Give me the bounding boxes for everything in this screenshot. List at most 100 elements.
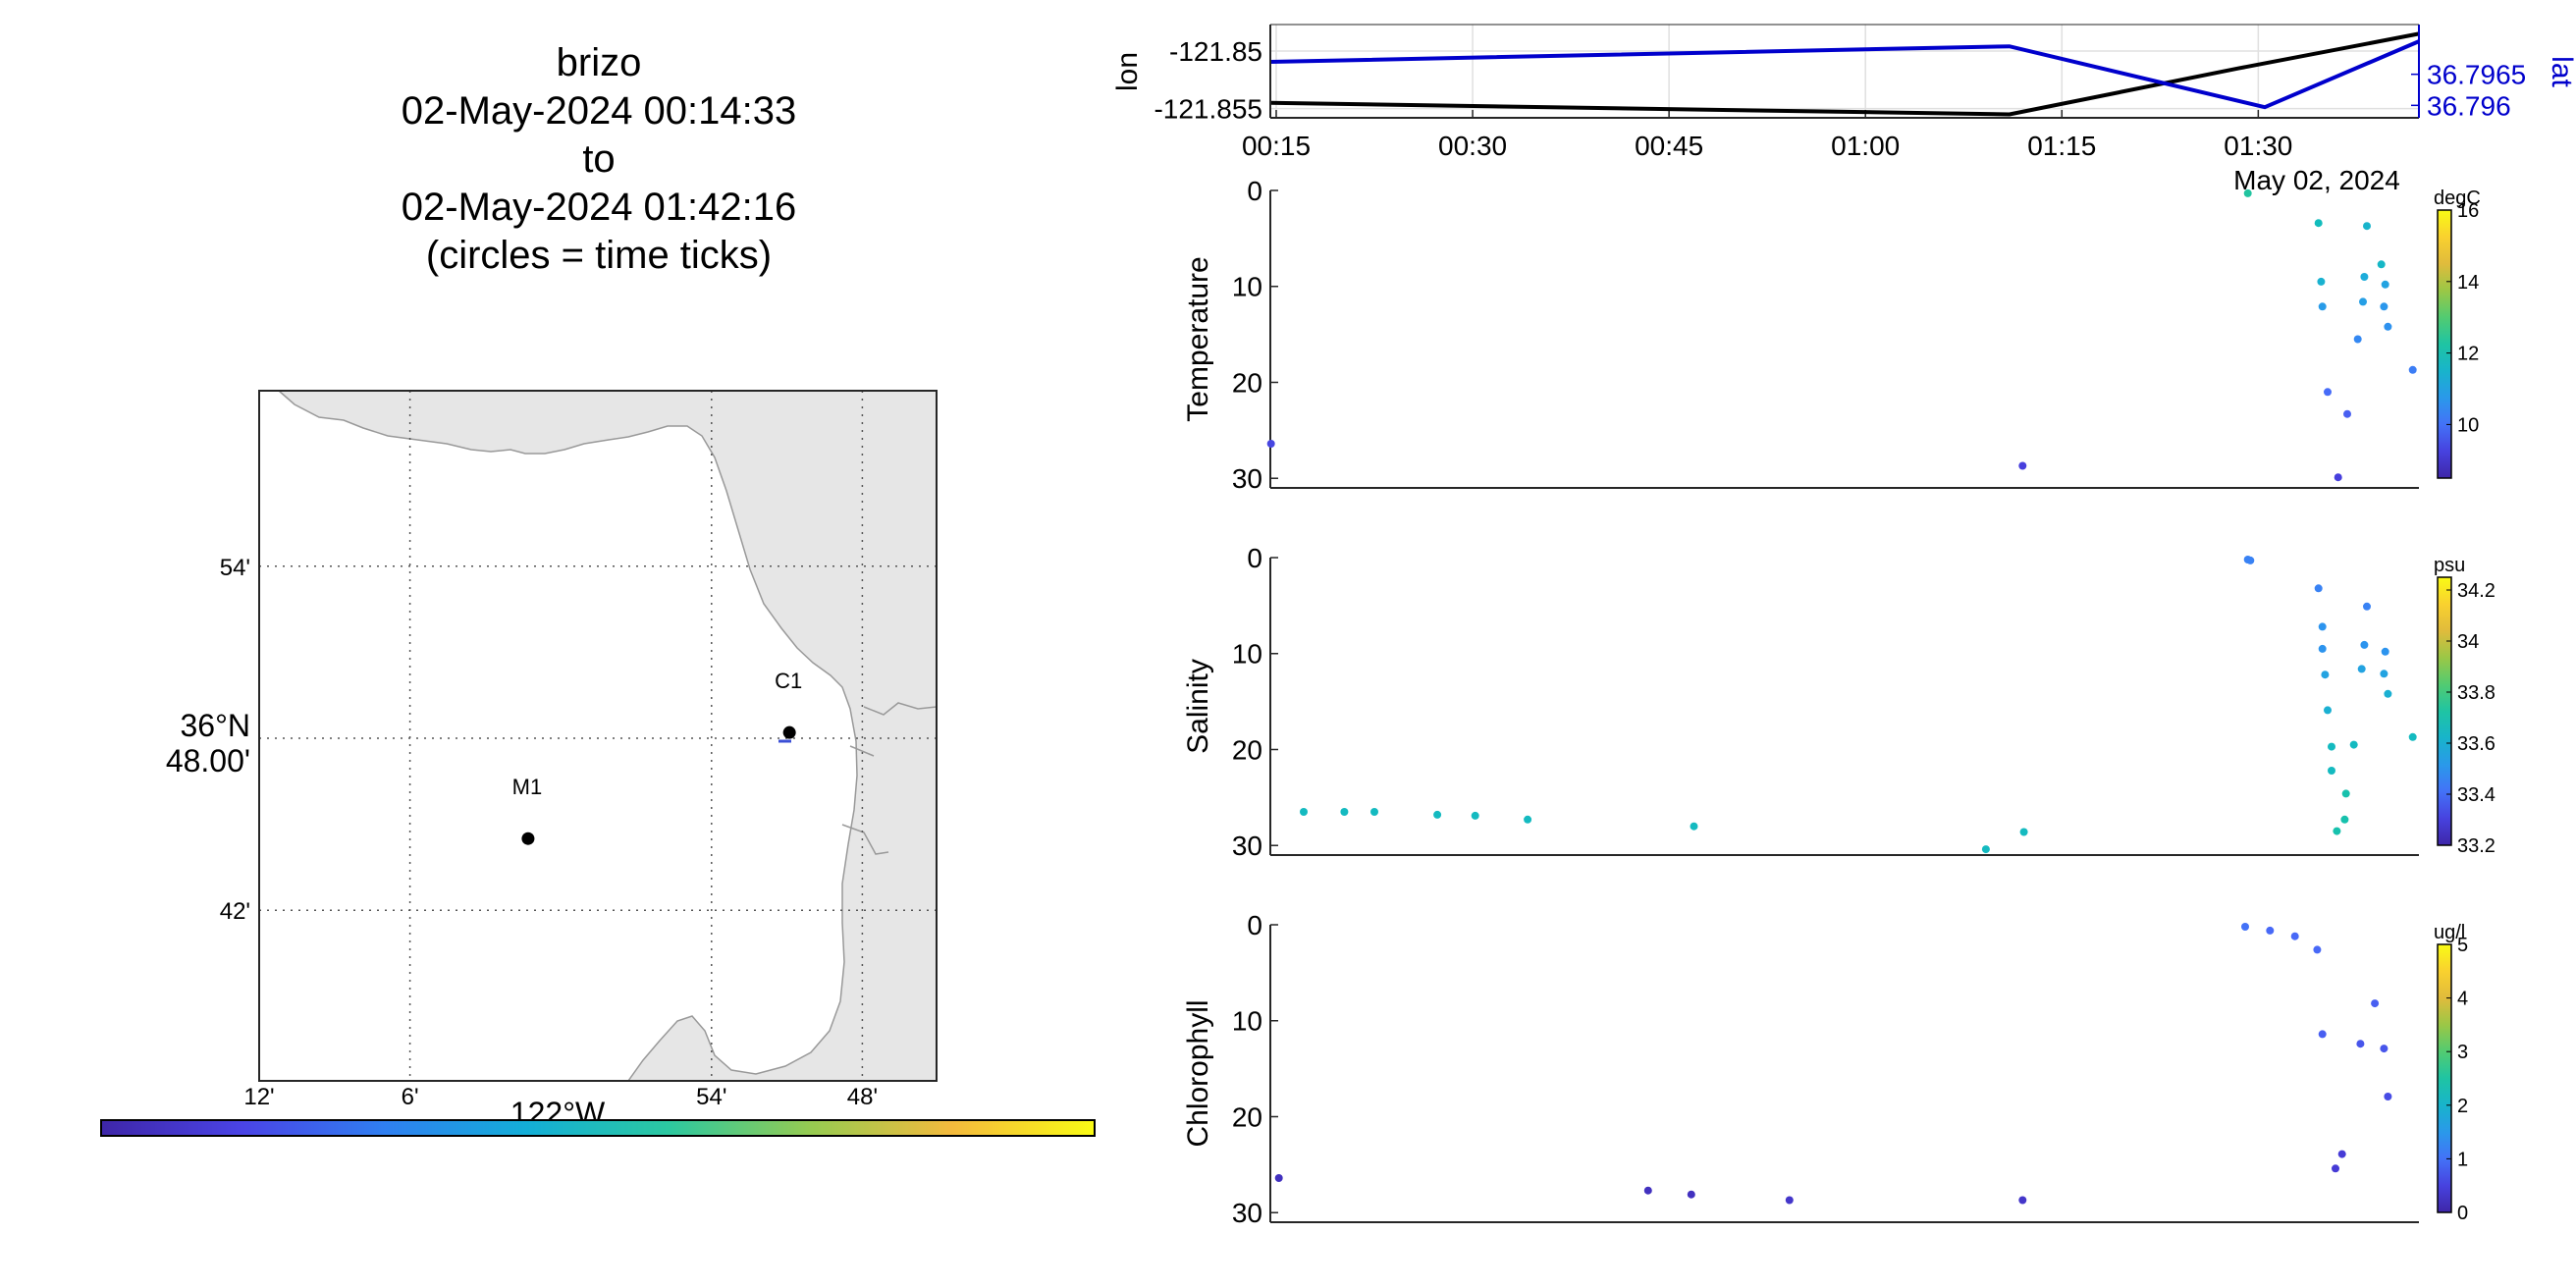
data-point xyxy=(2328,767,2335,775)
data-point xyxy=(2357,665,2366,673)
data-point xyxy=(2241,923,2249,931)
data-point xyxy=(2384,1093,2392,1100)
data-point xyxy=(2363,222,2371,231)
pos-tick-label-right: 36.7965 xyxy=(2427,60,2526,90)
panel-tick-label-y: 20 xyxy=(1232,734,1262,765)
data-point xyxy=(2290,932,2299,940)
pos-tick-label-x: 00:30 xyxy=(1438,131,1507,161)
colorbar-tick-label: 1 xyxy=(2457,1149,2468,1170)
time-colorbar xyxy=(100,1119,1096,1137)
pos-tick-label-x: 00:15 xyxy=(1242,131,1311,161)
data-point xyxy=(2341,789,2350,798)
data-point xyxy=(2332,1164,2339,1173)
colorbar-tick-label: 12 xyxy=(2457,344,2479,365)
panel-tick-label-y: 10 xyxy=(1232,1006,1262,1037)
pos-tick-label-left: -121.85 xyxy=(1169,36,1262,67)
pos-tick-label-right: 36.796 xyxy=(2427,90,2511,121)
pos-ylabel-right: lat xyxy=(2546,56,2576,87)
colorbar-tick-label: 10 xyxy=(2457,414,2479,436)
figure-title: brizo 02-May-2024 00:14:33 to 02-May-202… xyxy=(196,39,1001,280)
map-lon-label: 12' xyxy=(243,1084,274,1110)
data-point xyxy=(2318,1030,2327,1039)
data-point xyxy=(2377,260,2386,269)
map-grid xyxy=(259,391,937,1081)
colorbar-unit: ug/l xyxy=(2434,922,2465,943)
data-point xyxy=(1690,822,1698,831)
colorbar xyxy=(2437,943,2452,1213)
mooring-label-c1: C1 xyxy=(775,669,802,693)
data-point xyxy=(2243,188,2252,197)
pos-date-label: May 02, 2024 xyxy=(2233,165,2400,195)
data-point xyxy=(1340,808,1349,816)
data-point xyxy=(2019,828,2028,836)
panel-tick-label-y: 10 xyxy=(1232,272,1262,302)
colorbar-tick-label: 0 xyxy=(2457,1203,2468,1224)
data-point xyxy=(2314,219,2323,228)
panel-tick-label-y: 30 xyxy=(1232,831,1262,861)
colorbar-tick-label: 33.2 xyxy=(2457,835,2496,857)
colorbar-tick-label: 5 xyxy=(2457,935,2468,956)
data-point xyxy=(1274,1174,1283,1182)
title-line-start: 02-May-2024 00:14:33 xyxy=(401,89,797,133)
data-point xyxy=(2340,815,2349,824)
data-point xyxy=(2343,409,2351,418)
title-line-end: 02-May-2024 01:42:16 xyxy=(401,186,797,229)
pos-tick-label-x: 01:15 xyxy=(2027,131,2096,161)
map-frame xyxy=(258,390,938,1082)
pos-tick-label-left: -121.855 xyxy=(1154,94,1262,125)
map-lat-label: 42' xyxy=(220,898,250,925)
data-point xyxy=(2360,640,2369,649)
map-lon-label: 54' xyxy=(696,1084,726,1110)
pos-tick-label-x: 00:45 xyxy=(1635,131,1703,161)
colorbar-tick-label: 14 xyxy=(2457,272,2479,294)
data-point xyxy=(2318,622,2327,631)
colorbar xyxy=(2437,576,2452,846)
data-point xyxy=(2360,273,2369,281)
colorbar-tick-label: 16 xyxy=(2457,200,2479,222)
map-labels: 54' 36°N48.00' 42' 12' 6' 54' 48' xyxy=(166,555,878,1110)
data-point xyxy=(1981,845,1990,854)
data-point xyxy=(2384,689,2392,698)
data-point xyxy=(2408,732,2417,741)
data-point xyxy=(1687,1190,1695,1199)
map-moorings: M1 C1 xyxy=(512,669,802,845)
map-lat-label-sub: 48.00' xyxy=(166,743,250,778)
data-point xyxy=(2018,461,2027,470)
pos-ylabel-left: lon xyxy=(1111,52,1144,91)
panel-tick-label-y: 10 xyxy=(1232,639,1262,670)
map-lon-label: 6' xyxy=(402,1084,419,1110)
data-point xyxy=(1370,808,1378,816)
data-point xyxy=(2380,302,2388,311)
data-point xyxy=(2381,280,2389,289)
colorbar-tick-label: 33.6 xyxy=(2457,733,2496,755)
panel-ylabel: Salinity xyxy=(1182,659,1214,754)
data-point xyxy=(2324,388,2332,397)
colorbar-tick-label: 34 xyxy=(2457,631,2479,653)
data-point xyxy=(2356,1040,2365,1048)
data-point xyxy=(2324,706,2332,715)
pos-tick-label-x: 01:30 xyxy=(2224,131,2292,161)
panel-tick-label-y: 20 xyxy=(1232,1101,1262,1132)
data-point xyxy=(2314,584,2323,593)
temperature-chart: 0 10 20 30 Temperature degC 10 12 14 16 xyxy=(1182,176,2481,494)
title-line-vehicle: brizo xyxy=(556,41,642,84)
data-point xyxy=(2018,1196,2027,1205)
data-point xyxy=(2353,335,2362,344)
map-coast-detail xyxy=(841,702,938,855)
salinity-chart: 0 10 20 30 Salinity psu 33.2 33.4 33.6 33.8 34 34.2 xyxy=(1182,543,2496,861)
colorbar-tick-label: 4 xyxy=(2457,989,2468,1010)
colorbar-tick-label: 33.8 xyxy=(2457,682,2496,704)
data-point xyxy=(2313,945,2322,954)
panel-tick-label-y: 0 xyxy=(1247,910,1262,940)
data-point xyxy=(2380,1045,2388,1053)
panel-tick-label-y: 30 xyxy=(1232,1198,1262,1228)
panel-tick-label-y: 0 xyxy=(1247,543,1262,573)
pos-series-right xyxy=(1269,39,2420,110)
map-lat-label: 54' xyxy=(220,555,250,581)
data-point xyxy=(2266,926,2275,935)
data-point xyxy=(2318,644,2327,653)
position-chart: 00:15 00:30 00:45 01:00 01:15 01:30 -121.85 -12… xyxy=(1111,24,2576,195)
title-line-note: (circles = time ticks) xyxy=(425,234,773,277)
data-point xyxy=(1433,810,1442,819)
panel-tick-label-y: 20 xyxy=(1232,367,1262,398)
